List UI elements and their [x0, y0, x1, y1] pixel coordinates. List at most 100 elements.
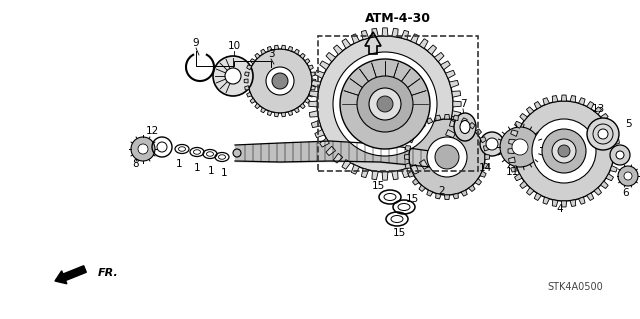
Polygon shape [600, 114, 608, 121]
Polygon shape [309, 101, 317, 107]
Polygon shape [520, 181, 527, 189]
Polygon shape [362, 30, 369, 40]
Polygon shape [246, 65, 252, 70]
Polygon shape [453, 115, 458, 121]
Polygon shape [508, 148, 514, 154]
Text: 9: 9 [193, 38, 199, 48]
Polygon shape [405, 163, 411, 168]
Polygon shape [468, 185, 475, 191]
Polygon shape [411, 34, 419, 43]
Circle shape [369, 88, 401, 120]
Polygon shape [453, 101, 461, 107]
Text: 6: 6 [623, 188, 629, 198]
Polygon shape [570, 200, 576, 206]
Circle shape [138, 144, 148, 154]
Polygon shape [509, 157, 515, 163]
Polygon shape [483, 145, 489, 151]
Polygon shape [561, 95, 566, 101]
Circle shape [213, 56, 253, 96]
Ellipse shape [460, 121, 470, 133]
Polygon shape [320, 138, 330, 147]
Text: 15: 15 [405, 194, 419, 204]
Polygon shape [294, 49, 300, 54]
Text: 15: 15 [392, 228, 406, 238]
Polygon shape [452, 91, 461, 97]
Polygon shape [250, 59, 255, 64]
Polygon shape [311, 86, 316, 90]
Text: 10: 10 [227, 41, 241, 51]
Polygon shape [527, 188, 534, 195]
Polygon shape [534, 193, 541, 200]
Text: 8: 8 [132, 159, 140, 169]
Polygon shape [570, 95, 576, 102]
Polygon shape [308, 65, 314, 70]
Polygon shape [480, 171, 486, 177]
Polygon shape [552, 200, 558, 206]
Circle shape [340, 59, 430, 149]
Text: 15: 15 [371, 181, 385, 191]
Circle shape [552, 139, 576, 163]
Polygon shape [342, 160, 351, 169]
Polygon shape [250, 98, 255, 103]
Polygon shape [312, 79, 316, 83]
Circle shape [427, 137, 467, 177]
Polygon shape [543, 197, 549, 204]
Text: ATM-4-30: ATM-4-30 [365, 12, 431, 26]
Polygon shape [485, 154, 490, 160]
Circle shape [514, 101, 614, 201]
Polygon shape [311, 120, 321, 128]
Polygon shape [543, 98, 549, 105]
Polygon shape [300, 53, 305, 59]
Polygon shape [461, 190, 467, 196]
Ellipse shape [454, 113, 476, 141]
Polygon shape [244, 72, 249, 76]
Polygon shape [561, 201, 566, 207]
Polygon shape [260, 49, 266, 54]
Polygon shape [351, 34, 360, 43]
Polygon shape [587, 101, 594, 109]
Polygon shape [440, 138, 451, 147]
Text: 4: 4 [557, 204, 563, 214]
Circle shape [233, 149, 241, 157]
Polygon shape [282, 45, 285, 49]
Polygon shape [594, 107, 602, 115]
Polygon shape [413, 129, 419, 135]
Polygon shape [445, 70, 455, 78]
Polygon shape [401, 168, 408, 178]
Polygon shape [461, 118, 467, 124]
Polygon shape [520, 114, 527, 121]
Polygon shape [527, 107, 534, 115]
Polygon shape [372, 28, 378, 37]
Polygon shape [419, 122, 426, 129]
Polygon shape [405, 145, 411, 151]
Polygon shape [475, 179, 481, 185]
Polygon shape [275, 45, 278, 49]
Polygon shape [435, 52, 444, 62]
Polygon shape [600, 181, 608, 189]
Polygon shape [305, 59, 310, 64]
Polygon shape [268, 111, 272, 115]
FancyArrow shape [55, 266, 86, 284]
Text: 14: 14 [478, 163, 492, 173]
Polygon shape [606, 121, 614, 128]
Circle shape [357, 76, 413, 132]
Circle shape [317, 36, 453, 172]
Polygon shape [320, 61, 330, 70]
Polygon shape [333, 153, 342, 163]
Circle shape [542, 129, 586, 173]
Polygon shape [288, 111, 292, 115]
Circle shape [598, 129, 608, 139]
Text: 1: 1 [221, 168, 227, 178]
Text: 2: 2 [438, 186, 445, 196]
Polygon shape [612, 139, 620, 145]
Text: 1: 1 [194, 163, 200, 173]
Text: 7: 7 [460, 99, 467, 109]
Polygon shape [509, 139, 515, 145]
Polygon shape [315, 130, 324, 138]
Polygon shape [444, 115, 449, 119]
Text: 1: 1 [208, 166, 214, 176]
Polygon shape [275, 113, 278, 117]
Polygon shape [419, 185, 426, 191]
Polygon shape [311, 72, 316, 76]
Polygon shape [362, 168, 369, 178]
